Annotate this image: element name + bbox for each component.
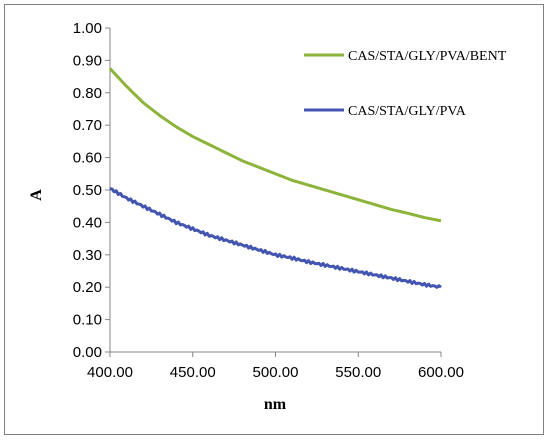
x-tick-label: 450.00: [170, 364, 216, 381]
legend-label: CAS/STA/GLY/PVA/BENT: [348, 49, 507, 64]
y-tick-label: 0.20: [73, 279, 102, 296]
x-axis-ticks: 400.00 450.00 500.00 550.00 600.00: [87, 352, 464, 381]
y-tick-label: 0.70: [73, 117, 102, 134]
y-tick-label: 0.50: [73, 182, 102, 199]
y-axis-title: A: [28, 189, 45, 201]
chart-frame: [4, 4, 544, 435]
y-tick-label: 0.80: [73, 85, 102, 102]
y-tick-label: 0.90: [73, 52, 102, 69]
y-tick-label: 0.40: [73, 214, 102, 231]
series-line-1: [108, 67, 442, 223]
y-tick-label: 0.60: [73, 150, 102, 167]
y-axis-ticks: 0.00 0.10 0.20 0.30 0.40 0.50 0.60 0.70 0.80 0.90…: [73, 20, 110, 361]
x-axis-title: nm: [264, 396, 287, 413]
x-tick-label: 500.00: [253, 364, 299, 381]
legend: CAS/STA/GLY/PVA/BENT CAS/STA/GLY/PVA: [304, 49, 507, 119]
y-tick-label: 1.00: [73, 20, 102, 37]
y-tick-label: 0.30: [73, 247, 102, 264]
series-line-2: [109, 186, 442, 289]
x-tick-label: 550.00: [335, 364, 381, 381]
x-tick-label: 600.00: [418, 364, 464, 381]
x-tick-label: 400.00: [87, 364, 133, 381]
series-layer: [108, 67, 442, 289]
legend-label: CAS/STA/GLY/PVA: [348, 104, 467, 119]
y-tick-label: 0.10: [73, 312, 102, 329]
plot-area: [109, 28, 441, 353]
y-tick-label: 0.00: [73, 344, 102, 361]
